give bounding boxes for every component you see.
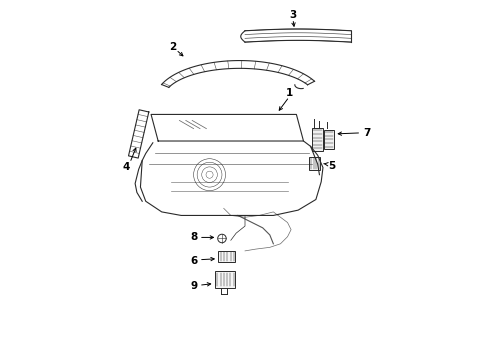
- Text: 4: 4: [122, 162, 130, 171]
- Text: 1: 1: [286, 88, 293, 98]
- FancyBboxPatch shape: [312, 128, 323, 151]
- Text: 9: 9: [190, 281, 197, 291]
- Text: 6: 6: [190, 256, 197, 266]
- FancyBboxPatch shape: [215, 271, 235, 288]
- Text: 5: 5: [328, 161, 336, 171]
- Text: 3: 3: [289, 10, 296, 20]
- Text: 2: 2: [169, 42, 176, 52]
- FancyBboxPatch shape: [309, 157, 320, 170]
- FancyBboxPatch shape: [219, 251, 235, 262]
- Text: 7: 7: [364, 128, 371, 138]
- Text: 8: 8: [190, 233, 197, 242]
- FancyBboxPatch shape: [324, 130, 334, 149]
